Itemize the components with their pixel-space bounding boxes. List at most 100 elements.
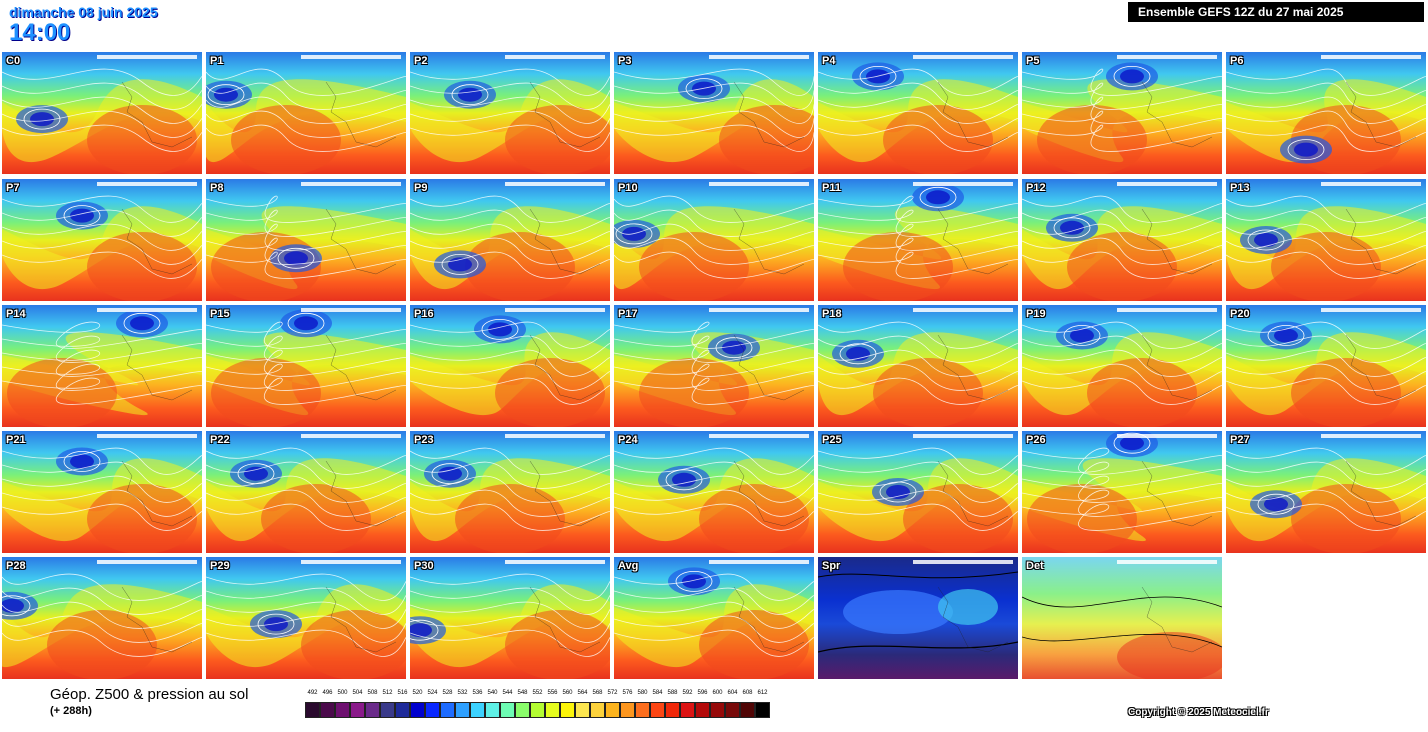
scale-tick-label: 548: [517, 690, 528, 696]
panel-title-strip: [97, 55, 197, 59]
map-panel-p9[interactable]: P9: [410, 179, 610, 301]
map-panel-p19[interactable]: P19: [1022, 305, 1222, 427]
map-panel-p7[interactable]: P7: [2, 179, 202, 301]
map-panel-p23[interactable]: P23: [410, 431, 610, 553]
map-panel-avg[interactable]: Avg: [614, 557, 814, 679]
map-canvas: [1022, 305, 1222, 427]
map-panel-p6[interactable]: P6: [1226, 52, 1426, 174]
map-panel-p11[interactable]: P11: [818, 179, 1018, 301]
map-panel-spr[interactable]: Spr: [818, 557, 1018, 679]
map-panel-p21[interactable]: P21: [2, 431, 202, 553]
map-canvas: [1226, 431, 1426, 553]
map-panel-det[interactable]: Det: [1022, 557, 1222, 679]
map-panel-p10[interactable]: P10: [614, 179, 814, 301]
map-panel-p3[interactable]: P3: [614, 52, 814, 174]
scale-tick-label: 528: [442, 690, 453, 696]
map-canvas: [2, 305, 202, 427]
panel-title-strip: [1117, 560, 1217, 564]
legend-subtitle: (+ 288h): [50, 705, 92, 717]
color-swatch: [650, 702, 665, 718]
panel-label: P4: [822, 55, 836, 67]
scale-tick-label: 504: [352, 690, 363, 696]
panel-label: P6: [1230, 55, 1244, 67]
panel-label: P10: [618, 182, 638, 194]
map-panel-p26[interactable]: P26: [1022, 431, 1222, 553]
map-canvas: [410, 52, 610, 174]
map-panel-p28[interactable]: P28: [2, 557, 202, 679]
scale-tick-label: 540: [487, 690, 498, 696]
map-panel-p4[interactable]: P4: [818, 52, 1018, 174]
scale-tick-label: 568: [592, 690, 603, 696]
color-swatch: [500, 702, 515, 718]
map-canvas: [2, 557, 202, 679]
panel-title-strip: [913, 560, 1013, 564]
map-panel-p14[interactable]: P14: [2, 305, 202, 427]
scale-tick-label: 584: [652, 690, 663, 696]
map-panel-p22[interactable]: P22: [206, 431, 406, 553]
color-swatch: [665, 702, 680, 718]
panel-title-strip: [97, 308, 197, 312]
map-panel-c0[interactable]: C0: [2, 52, 202, 174]
map-panel-p5[interactable]: P5: [1022, 52, 1222, 174]
panel-title-strip: [97, 434, 197, 438]
map-canvas: [818, 431, 1018, 553]
scale-tick-label: 508: [367, 690, 378, 696]
scale-tick-label: 592: [682, 690, 693, 696]
color-swatch: [410, 702, 425, 718]
panel-label: P12: [1026, 182, 1046, 194]
panel-title-strip: [1117, 308, 1217, 312]
color-swatch: [395, 702, 410, 718]
panel-title-strip: [97, 182, 197, 186]
panel-title-strip: [301, 182, 401, 186]
color-swatch: [455, 702, 470, 718]
header-date: dimanche 08 juin 2025: [9, 4, 158, 20]
map-panel-p12[interactable]: P12: [1022, 179, 1222, 301]
map-panel-p16[interactable]: P16: [410, 305, 610, 427]
map-panel-p13[interactable]: P13: [1226, 179, 1426, 301]
scale-tick-label: 608: [742, 690, 753, 696]
map-panel-p8[interactable]: P8: [206, 179, 406, 301]
map-panel-p18[interactable]: P18: [818, 305, 1018, 427]
panel-title-strip: [301, 55, 401, 59]
color-swatch: [515, 702, 530, 718]
map-canvas: [410, 557, 610, 679]
color-swatch: [605, 702, 620, 718]
map-canvas: [614, 305, 814, 427]
run-info-box: Ensemble GEFS 12Z du 27 mai 2025: [1128, 2, 1424, 22]
scale-tick-label: 572: [607, 690, 618, 696]
scale-tick-label: 604: [727, 690, 738, 696]
map-panel-p27[interactable]: P27: [1226, 431, 1426, 553]
map-panel-p25[interactable]: P25: [818, 431, 1018, 553]
panel-label: P5: [1026, 55, 1040, 67]
map-canvas: [206, 431, 406, 553]
panel-label: P24: [618, 434, 638, 446]
panel-title-strip: [505, 182, 605, 186]
panel-label: P17: [618, 308, 638, 320]
color-swatch: [305, 702, 320, 718]
map-panel-p20[interactable]: P20: [1226, 305, 1426, 427]
panel-title-strip: [505, 560, 605, 564]
panel-title-strip: [913, 308, 1013, 312]
panel-title-strip: [1117, 55, 1217, 59]
map-panel-p1[interactable]: P1: [206, 52, 406, 174]
color-swatch: [590, 702, 605, 718]
map-panel-p2[interactable]: P2: [410, 52, 610, 174]
panel-title-strip: [97, 560, 197, 564]
panel-label: P19: [1026, 308, 1046, 320]
scale-tick-label: 520: [412, 690, 423, 696]
color-swatch: [680, 702, 695, 718]
color-swatch: [485, 702, 500, 718]
color-swatch: [575, 702, 590, 718]
color-swatch: [560, 702, 575, 718]
map-panel-p15[interactable]: P15: [206, 305, 406, 427]
panel-label: P29: [210, 560, 230, 572]
map-panel-p29[interactable]: P29: [206, 557, 406, 679]
panel-title-strip: [709, 560, 809, 564]
panel-label: P2: [414, 55, 428, 67]
map-panel-p30[interactable]: P30: [410, 557, 610, 679]
map-canvas: [206, 179, 406, 301]
map-panel-p17[interactable]: P17: [614, 305, 814, 427]
legend-title: Géop. Z500 & pression au sol: [50, 686, 249, 703]
map-panel-p24[interactable]: P24: [614, 431, 814, 553]
panel-title-strip: [1117, 434, 1217, 438]
